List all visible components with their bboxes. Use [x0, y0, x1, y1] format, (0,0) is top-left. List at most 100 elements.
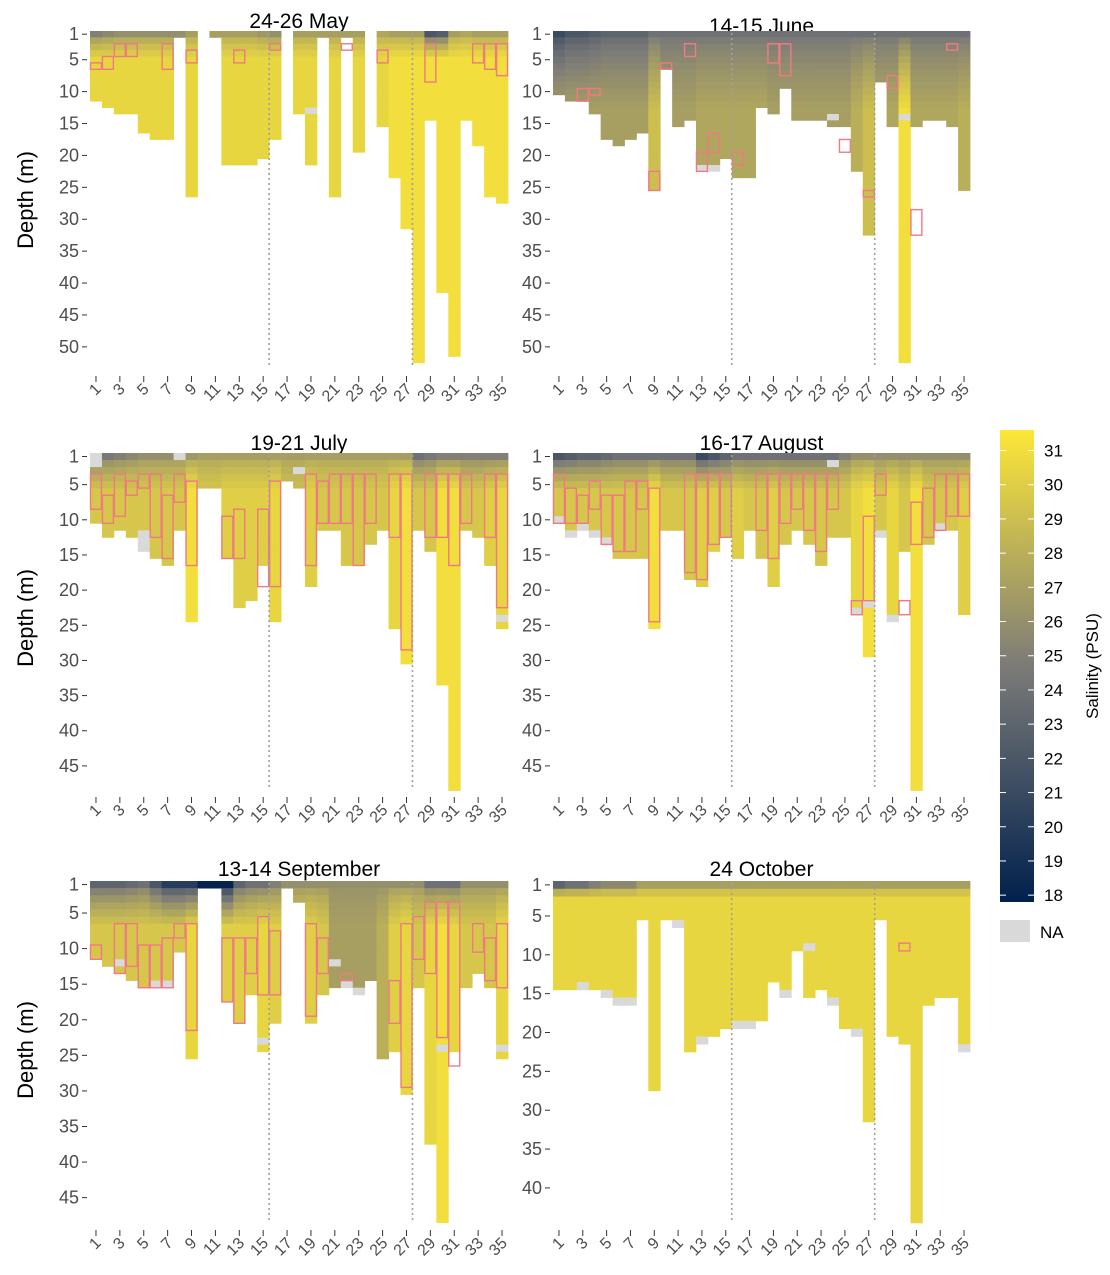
heatmap-cell: [125, 82, 139, 89]
highlight-box: [304, 473, 318, 567]
heatmap-cell: [624, 530, 637, 538]
heatmap-cell: [958, 927, 971, 936]
heatmap-cell: [600, 919, 613, 929]
heatmap-cell: [257, 1023, 270, 1031]
highlight-box: [767, 473, 780, 560]
heatmap-cell: [460, 959, 473, 967]
heatmap-cell: [624, 50, 637, 57]
heatmap-cell: [436, 663, 449, 672]
heatmap-cell: [185, 614, 198, 623]
heatmap-cell: [496, 888, 509, 896]
heatmap-cell: [412, 113, 425, 121]
heatmap-cell: [898, 337, 911, 345]
heatmap-cell: [185, 551, 198, 559]
heatmap-cell: [221, 31, 234, 38]
heatmap-cell: [874, 530, 887, 538]
heatmap-cell: [400, 467, 413, 475]
heatmap-cell: [827, 530, 840, 538]
heatmap-cell: [576, 31, 590, 38]
heatmap-cell: [755, 31, 768, 38]
heatmap-cell: [269, 544, 282, 552]
heatmap-cell: [743, 133, 756, 140]
heatmap-cell: [624, 927, 637, 936]
heatmap-cell: [185, 481, 198, 489]
heatmap-cell: [612, 958, 625, 967]
x-tick-label: 5: [134, 381, 152, 399]
heatmap-cell: [862, 203, 876, 211]
heatmap-cell: [934, 904, 947, 913]
heatmap-cell: [448, 952, 461, 960]
heatmap-cell: [400, 120, 413, 128]
heatmap-cell: [472, 88, 485, 96]
highlight-box: [173, 922, 186, 939]
heatmap-cell: [707, 94, 721, 102]
heatmap-cell: [149, 94, 163, 102]
heatmap-cell: [185, 544, 198, 552]
heatmap-cell: [173, 930, 186, 939]
heatmap-cell: [269, 120, 282, 128]
heatmap-cell: [388, 973, 401, 982]
heatmap-cell: [588, 881, 602, 890]
heatmap-cell: [484, 902, 497, 910]
heatmap-cell: [245, 537, 258, 545]
heatmap-cell: [648, 94, 661, 102]
heatmap-cell: [448, 190, 461, 198]
heatmap-cell: [695, 101, 709, 108]
highlight-box: [755, 473, 768, 532]
heatmap-cell: [695, 481, 709, 489]
highlight-box: [185, 922, 198, 1032]
y-tick-label: 20: [59, 1010, 79, 1030]
heatmap-cell: [484, 945, 497, 953]
heatmap-cell: [898, 530, 911, 538]
heatmap-cell: [185, 923, 198, 932]
heatmap-cell: [412, 973, 425, 982]
heatmap-cell: [245, 987, 258, 996]
heatmap-cell: [862, 43, 876, 51]
heatmap-cell: [233, 895, 246, 903]
heatmap-cell: [496, 453, 509, 461]
heatmap-cell: [245, 37, 258, 45]
heatmap-cell: [496, 82, 509, 89]
heatmap-cell: [755, 943, 768, 952]
heatmap-cell: [90, 945, 103, 953]
heatmap-cell: [695, 912, 709, 921]
heatmap-cell: [695, 133, 709, 140]
heatmap-cell: [400, 945, 413, 953]
heatmap-cell: [791, 481, 804, 489]
heatmap-cell: [600, 31, 613, 38]
heatmap-cell: [161, 37, 174, 45]
heatmap-cell: [815, 88, 828, 96]
heatmap-cell: [553, 460, 566, 468]
heatmap-cell: [898, 101, 911, 108]
heatmap-cell: [340, 523, 354, 531]
heatmap-cell: [910, 1184, 923, 1193]
heatmap-cell: [898, 247, 911, 255]
heatmap-cell: [484, 474, 497, 482]
heatmap-cell: [719, 958, 733, 967]
heatmap-cell: [352, 495, 366, 503]
highlight-box: [922, 487, 935, 539]
y-tick-label: 5: [532, 475, 542, 495]
heatmap-cell: [233, 113, 246, 121]
heatmap-cell: [624, 88, 637, 96]
heatmap-cell: [934, 982, 947, 991]
heatmap-cell: [245, 973, 258, 982]
heatmap-cell: [269, 930, 282, 939]
heatmap-cell: [922, 509, 935, 517]
heatmap-cell: [922, 523, 935, 531]
heatmap-cell: [233, 107, 246, 115]
heatmap-cell: [388, 607, 401, 616]
heatmap-cell: [612, 139, 625, 147]
heatmap-cell: [648, 614, 661, 623]
heatmap-cell: [472, 107, 485, 115]
heatmap-cell: [946, 935, 959, 944]
heatmap-cell: [695, 1036, 709, 1045]
heatmap-cell: [388, 101, 401, 108]
heatmap-cell: [304, 31, 318, 38]
heatmap-cell: [588, 919, 602, 929]
heatmap-cell: [233, 586, 246, 595]
heatmap-cell: [90, 453, 103, 461]
heatmap-cell: [400, 635, 413, 644]
heatmap-cell: [695, 453, 709, 461]
heatmap-cell: [624, 966, 637, 975]
